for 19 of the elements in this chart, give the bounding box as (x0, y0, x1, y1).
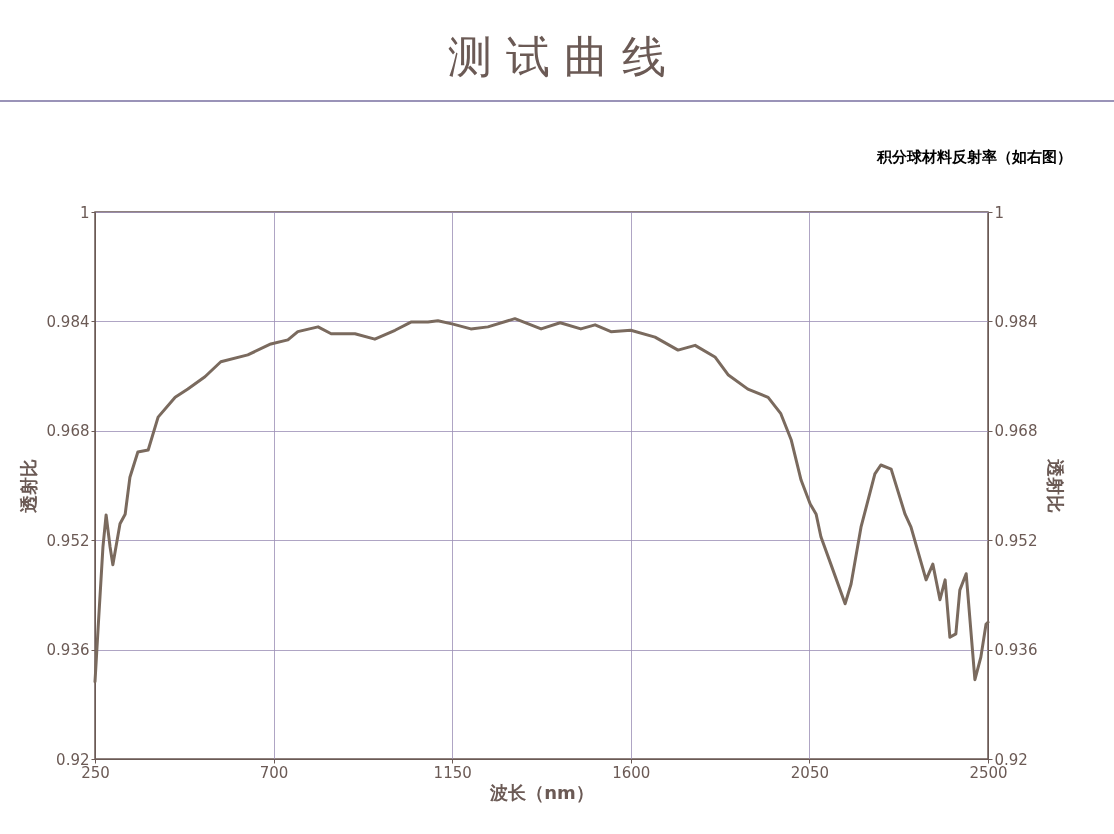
chart-title: 测 试 曲 线 (447, 30, 667, 84)
y-tick-label: 0.936 (46, 641, 90, 660)
y-tick-label: 1 (79, 203, 90, 222)
x-axis-title: 波长（nm） (489, 781, 594, 803)
y2-axis-title: 透射比 (1045, 458, 1067, 513)
y2-tick-label: 0.952 (994, 531, 1038, 550)
x-tick-label: 2050 (790, 763, 829, 782)
y2-tick-label: 1 (994, 203, 1005, 222)
y2-tick-label: 0.984 (994, 312, 1038, 331)
text: 积分球材料反射率（如右图） (877, 148, 1072, 167)
y-tick-label: 0.968 (46, 422, 90, 441)
y2-tick-label: 0.936 (994, 641, 1038, 660)
y-tick-label: 0.952 (46, 531, 90, 550)
y-tick-label: 0.984 (46, 312, 90, 331)
y2-tick-label: 0.968 (994, 422, 1038, 441)
x-tick-label: 1150 (433, 763, 472, 782)
x-tick-label: 700 (259, 763, 289, 782)
x-tick-label: 1600 (612, 763, 651, 782)
y-axis-title: 透射比 (17, 459, 39, 514)
